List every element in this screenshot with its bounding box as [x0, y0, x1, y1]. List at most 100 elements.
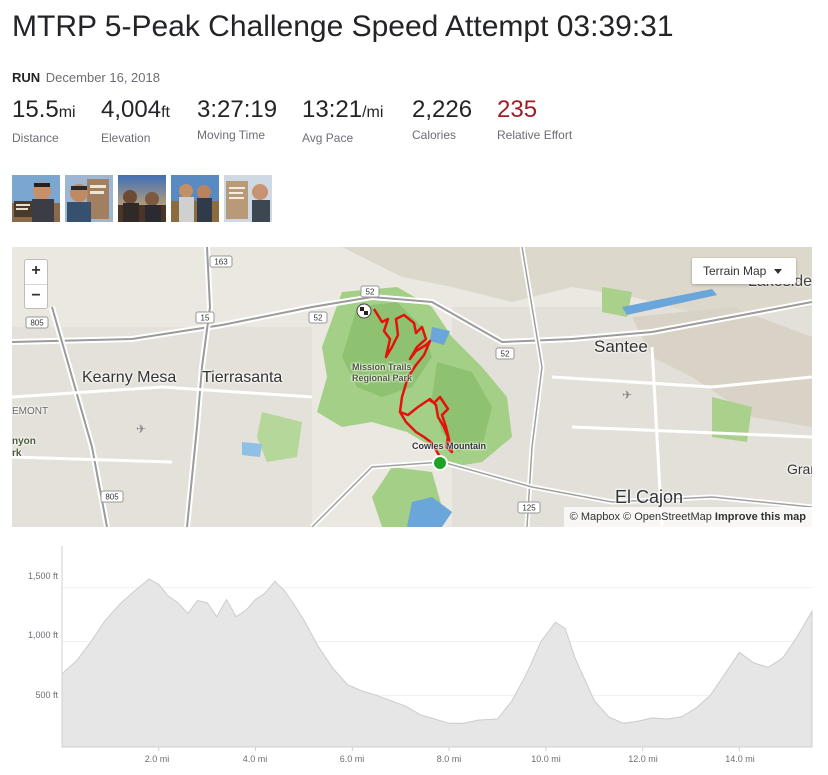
photo-thumbnail[interactable] — [224, 175, 272, 222]
x-tick-label: 12.0 mi — [628, 754, 658, 764]
elevation-point — [332, 667, 334, 669]
distance-unit: mi — [58, 104, 76, 121]
x-tick-label: 10.0 mi — [531, 754, 561, 764]
osm-attribution-link[interactable]: © OpenStreetMap — [623, 511, 712, 523]
elevation-point — [419, 714, 421, 716]
elevation-point — [782, 657, 784, 659]
elevation-point — [105, 619, 106, 621]
caret-down-icon — [774, 269, 783, 275]
elevation-point — [463, 722, 465, 724]
activity-title: MTRP 5-Peak Challenge Speed Attempt 03:3… — [12, 10, 674, 43]
airport-icon: ✈ — [136, 422, 146, 436]
distance-label: Distance — [12, 131, 59, 145]
finish-marker — [356, 303, 372, 319]
photo-thumbnail[interactable] — [118, 175, 166, 222]
elevation-point — [709, 694, 711, 696]
elevation-point — [797, 635, 798, 637]
x-tick-label: 2.0 mi — [144, 754, 170, 764]
elevation-point — [318, 646, 319, 648]
relative-effort-label: Relative Effort — [497, 128, 573, 142]
route-map[interactable]: ✈ ✈ 163 52 15 52 52 805 805 125 Kearny M… — [12, 247, 812, 527]
elevation-point — [187, 613, 189, 614]
elevation-point — [168, 595, 169, 597]
y-tick-label: 500 ft — [35, 690, 58, 700]
mapbox-attribution-link[interactable]: © Mapbox — [569, 511, 620, 523]
elevation-point — [540, 641, 542, 642]
elevation-chart-canvas[interactable] — [0, 540, 828, 775]
elevation-point — [284, 590, 286, 592]
elevation-point — [134, 590, 136, 592]
elevation-point — [216, 616, 218, 618]
stat-distance: 15.5mi Distance — [12, 96, 76, 145]
activity-meta: RUN December 16, 2018 — [12, 70, 160, 85]
zoom-control: + − — [24, 259, 48, 309]
elevation-point — [564, 628, 566, 630]
elevation-point — [148, 578, 150, 580]
elevation-chart[interactable]: 1,500 ft 1,000 ft 500 ft 2.0 mi 4.0 mi 6… — [0, 540, 828, 775]
zoom-in-button[interactable]: + — [31, 262, 41, 279]
elevation-point — [76, 660, 77, 662]
moving-time-value: 3:27:19 — [197, 96, 278, 123]
elevation-point — [738, 651, 740, 653]
elevation-unit: ft — [161, 104, 170, 121]
x-tick-label: 4.0 mi — [242, 754, 268, 764]
elevation-point — [197, 600, 198, 602]
elevation-point — [724, 673, 726, 675]
airport-icon: ✈ — [622, 388, 632, 402]
elevation-point — [274, 580, 276, 582]
elevation-point — [206, 602, 208, 604]
elevation-point — [177, 602, 179, 604]
start-marker — [432, 455, 448, 471]
elevation-point — [347, 684, 348, 686]
calories-value: 2,226 — [412, 96, 473, 123]
elevation-point — [511, 700, 513, 702]
elevation-point — [651, 717, 653, 719]
moving-time-label: Moving Time — [197, 128, 266, 142]
stat-relative-effort[interactable]: 235 Relative Effort — [497, 96, 572, 142]
x-tick-label: 6.0 mi — [339, 754, 365, 764]
map-canvas[interactable]: ✈ ✈ — [12, 247, 812, 527]
elevation-point — [622, 722, 624, 724]
map-style-dropdown[interactable]: Terrain Map — [692, 258, 796, 284]
elevation-point — [390, 700, 392, 702]
elevation-point — [245, 609, 247, 611]
elevation-point — [593, 700, 595, 702]
zoom-out-button[interactable]: − — [25, 284, 47, 308]
elevation-point — [264, 592, 266, 594]
photo-thumbnail[interactable] — [171, 175, 219, 222]
elevation-point — [119, 603, 121, 605]
elevation-point — [666, 718, 668, 720]
map-label-tierrasanta: Tierrasanta — [202, 369, 283, 386]
improve-map-link[interactable]: Improve this map — [714, 511, 806, 523]
stat-elevation: 4,004ft Elevation — [101, 96, 170, 145]
elevation-point — [768, 666, 769, 668]
activity-type: RUN — [12, 70, 41, 85]
map-style-label: Terrain Map — [703, 264, 767, 278]
elevation-value: 4,004 — [101, 96, 162, 123]
x-tick-label: 8.0 mi — [436, 754, 462, 764]
map-label-granite: Gran — [787, 461, 812, 477]
photo-thumbnail[interactable] — [65, 175, 113, 222]
stat-pace: 13:21/mi Avg Pace — [302, 96, 383, 145]
elevation-point — [584, 678, 586, 680]
map-label-santee: Santee — [594, 337, 648, 356]
elevation-point — [303, 619, 305, 621]
elevation-point — [608, 716, 610, 718]
elevation-point — [293, 604, 295, 606]
elevation-point — [637, 720, 639, 722]
x-tick-label: 14.0 mi — [725, 754, 755, 764]
map-label-kearny-mesa: Kearny Mesa — [82, 369, 177, 386]
elevation-point — [574, 657, 576, 659]
elevation-point — [434, 718, 436, 720]
route-line — [372, 308, 454, 454]
elevation-point — [526, 673, 527, 675]
elevation-label: Elevation — [101, 131, 151, 145]
elevation-point — [158, 583, 160, 585]
photo-thumbnail[interactable] — [12, 175, 60, 222]
elevation-point — [448, 722, 450, 724]
elevation-point — [405, 705, 406, 707]
map-label-cowles-mountain: Cowles Mountain — [412, 441, 486, 451]
stat-calories: 2,226 Calories — [412, 96, 472, 142]
y-tick-label: 1,500 ft — [27, 571, 58, 581]
map-attribution: © Mapbox © OpenStreetMap Improve this ma… — [563, 507, 812, 527]
